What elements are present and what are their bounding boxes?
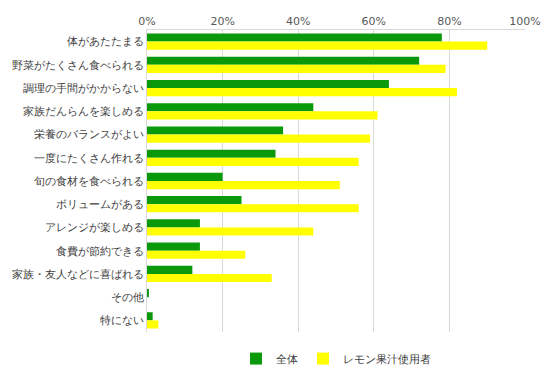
svg-text:80%: 80% <box>437 15 461 28</box>
svg-text:アレンジが楽しめる: アレンジが楽しめる <box>45 221 144 234</box>
svg-text:家族・友人などに喜ばれる: 家族・友人などに喜ばれる <box>12 268 144 281</box>
svg-text:調理の手間がかからない: 調理の手間がかからない <box>23 82 144 95</box>
svg-text:一度にたくさん作れる: 一度にたくさん作れる <box>34 152 144 165</box>
svg-text:ボリュームがある: ボリュームがある <box>56 198 144 211</box>
svg-text:40%: 40% <box>286 15 310 28</box>
svg-text:60%: 60% <box>362 15 386 28</box>
svg-text:体があたたまる: 体があたたまる <box>67 35 144 48</box>
svg-text:100%: 100% <box>509 15 540 28</box>
svg-text:野菜がたくさん食べられる: 野菜がたくさん食べられる <box>12 59 144 72</box>
svg-text:その他: その他 <box>111 291 144 304</box>
svg-text:レモン果汁使用者: レモン果汁使用者 <box>343 353 431 366</box>
svg-text:栄養のバランスがよい: 栄養のバランスがよい <box>34 128 144 141</box>
svg-text:旬の食材を食べられる: 旬の食材を食べられる <box>34 175 144 188</box>
svg-text:0%: 0% <box>138 15 155 28</box>
svg-text:家族だんらんを楽しめる: 家族だんらんを楽しめる <box>23 105 144 118</box>
svg-text:食費が節約できる: 食費が節約できる <box>56 245 144 258</box>
svg-text:特にない: 特にない <box>100 314 144 327</box>
svg-text:20%: 20% <box>210 15 234 28</box>
svg-text:全体: 全体 <box>276 353 298 366</box>
